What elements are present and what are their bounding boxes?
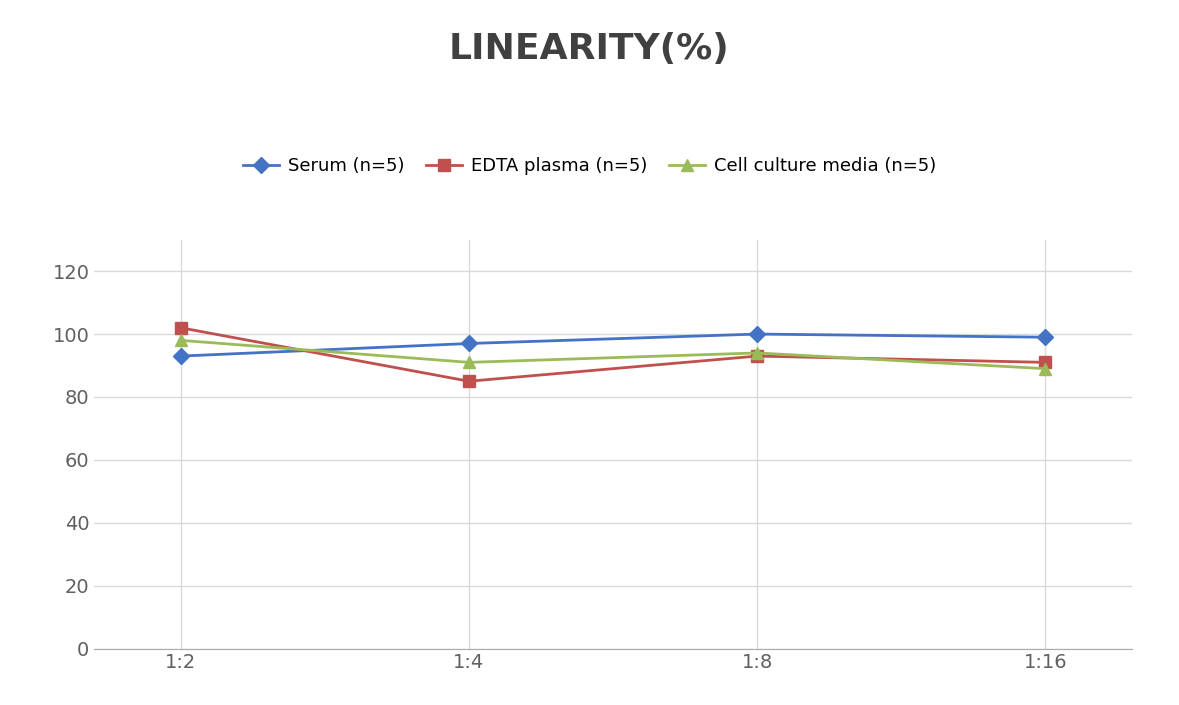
Serum (n=5)	[1039, 333, 1053, 341]
Line: EDTA plasma (n=5): EDTA plasma (n=5)	[176, 322, 1050, 387]
Text: LINEARITY(%): LINEARITY(%)	[449, 32, 730, 66]
EDTA plasma (n=5)	[462, 377, 476, 386]
Cell culture media (n=5)	[750, 349, 764, 357]
Serum (n=5)	[173, 352, 187, 360]
EDTA plasma (n=5)	[1039, 358, 1053, 367]
Cell culture media (n=5)	[462, 358, 476, 367]
Serum (n=5)	[750, 330, 764, 338]
Line: Serum (n=5): Serum (n=5)	[176, 329, 1050, 362]
Cell culture media (n=5)	[1039, 364, 1053, 373]
EDTA plasma (n=5)	[173, 324, 187, 332]
Line: Cell culture media (n=5): Cell culture media (n=5)	[176, 335, 1050, 374]
EDTA plasma (n=5)	[750, 352, 764, 360]
Cell culture media (n=5)	[173, 336, 187, 345]
Legend: Serum (n=5), EDTA plasma (n=5), Cell culture media (n=5): Serum (n=5), EDTA plasma (n=5), Cell cul…	[236, 150, 943, 183]
Serum (n=5)	[462, 339, 476, 348]
